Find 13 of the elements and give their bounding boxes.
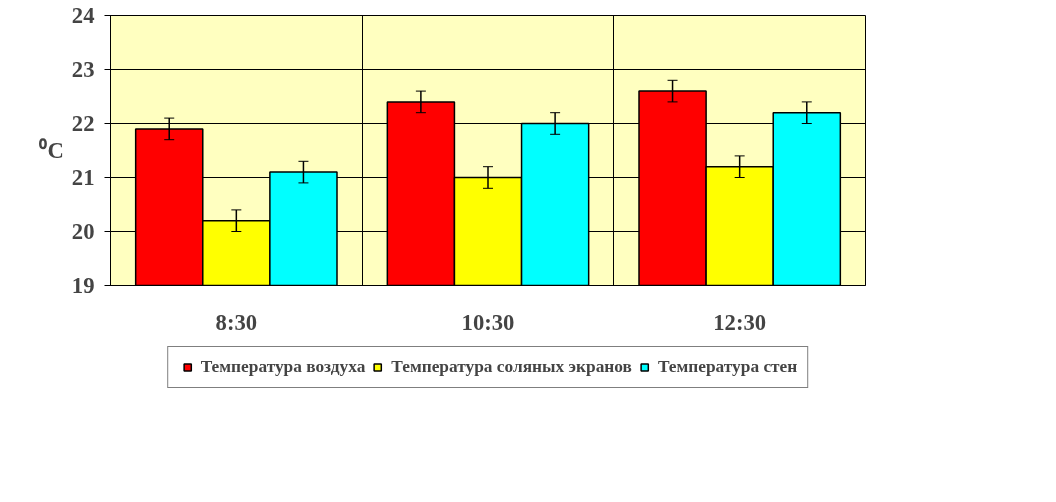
x-tick-label: 8:30 [215,309,258,335]
legend-label: Температура соляных экранов [391,357,632,377]
y-tick-label: 22 [71,111,95,136]
y-tick-label: 24 [71,3,95,28]
y-tick-label: 20 [71,219,95,244]
x-tick-label: 12:30 [713,309,767,335]
legend-label: Температура воздуха [200,357,366,377]
legend-label: Температура стен [657,357,798,377]
y-tick-label: 19 [71,273,95,298]
x-tick-label: 10:30 [461,309,515,335]
y-axis-title: ⁰C [39,138,64,163]
y-tick-label: 23 [71,57,95,82]
y-tick-label: 21 [71,165,95,190]
